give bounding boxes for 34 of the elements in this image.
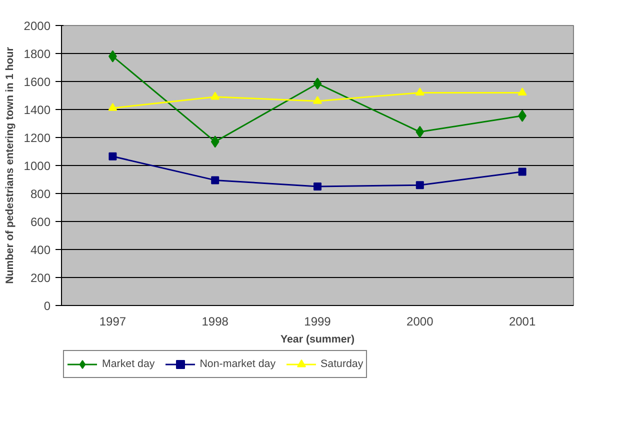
x-tick-label: 1999: [304, 314, 332, 328]
point: [416, 126, 424, 138]
point: [313, 78, 322, 90]
y-tick-label: 1400: [24, 103, 51, 117]
point: [210, 136, 220, 148]
y-tick-label: 1600: [24, 75, 51, 89]
x-tick-label: 1998: [202, 314, 229, 328]
y-tick-label: 1000: [24, 159, 51, 173]
x-tick-label: 2000: [406, 314, 434, 328]
point: [518, 88, 527, 96]
x-tick-label: 2001: [508, 314, 536, 328]
y-tick-label: 1800: [24, 47, 51, 61]
y-tick-label: 800: [30, 187, 51, 201]
point: [313, 96, 322, 104]
y-tick-label: 600: [30, 215, 51, 229]
legend-label: Non-market day: [200, 358, 276, 370]
y-tick-label: 2000: [24, 19, 51, 33]
y-tick-label: 400: [30, 243, 51, 257]
y-tick-label: 1200: [24, 131, 51, 145]
legend-label: Market day: [102, 358, 155, 370]
point: [211, 176, 220, 184]
point: [314, 182, 322, 190]
point: [518, 168, 526, 176]
point: [415, 88, 424, 96]
y-tick-label: 0: [44, 299, 51, 313]
y-tick-label: 200: [30, 271, 51, 285]
x-axis-title: Year (summer): [280, 334, 355, 346]
point: [210, 92, 220, 100]
legend-label: Saturday: [320, 358, 364, 370]
y-axis-title: Number of pedestrians entering town in 1 hour: [4, 47, 16, 284]
point: [108, 102, 118, 111]
point: [416, 181, 424, 190]
point: [108, 152, 117, 160]
x-tick-label: 1997: [99, 314, 126, 328]
